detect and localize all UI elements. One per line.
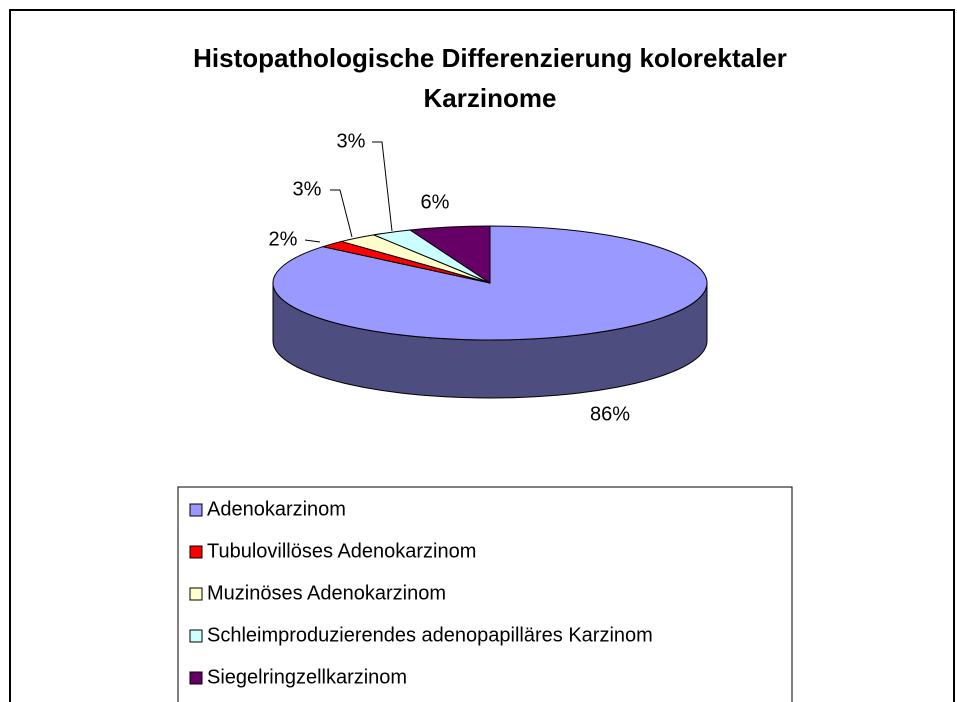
leader-line [372, 141, 393, 232]
data-label: 3% [337, 130, 366, 152]
leader-line [304, 239, 321, 243]
legend-label: Tubulovillöses Adenokarzinom [207, 540, 476, 562]
legend-label: Schleimproduzierendes adenopapilläres Ka… [207, 624, 653, 646]
legend-box [177, 486, 793, 702]
legend-swatch [189, 629, 203, 643]
legend-swatch [189, 671, 203, 685]
legend-swatch [189, 545, 203, 559]
legend-label: Muzinöses Adenokarzinom [207, 582, 446, 604]
leader-line [330, 189, 353, 238]
data-label: 6% [421, 191, 450, 213]
slice [408, 225, 491, 284]
legend-swatch [189, 587, 203, 601]
data-label: 2% [269, 228, 298, 250]
legend-label: Siegelringzellkarzinom [207, 666, 407, 688]
data-label: 3% [293, 178, 322, 200]
data-label: 86% [590, 403, 630, 425]
chart-title: Histopathologische Differenzierung kolor… [193, 43, 787, 113]
legend-swatch [189, 503, 203, 517]
legend-label: Adenokarzinom [207, 498, 346, 520]
